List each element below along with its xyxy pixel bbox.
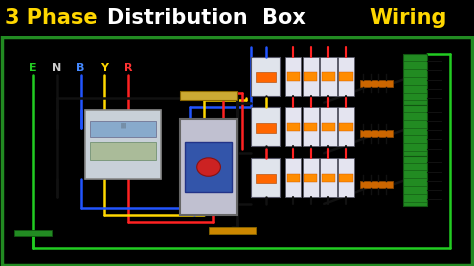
Bar	[320, 107, 337, 146]
Bar	[338, 57, 354, 96]
Bar	[338, 158, 354, 197]
Bar	[360, 181, 393, 188]
Text: B: B	[76, 63, 85, 73]
Bar	[285, 107, 301, 146]
Bar	[339, 72, 353, 81]
Bar	[303, 107, 319, 146]
Bar	[322, 123, 335, 131]
Bar	[360, 130, 393, 137]
Bar	[285, 57, 301, 96]
Bar	[403, 156, 427, 206]
Bar	[256, 72, 276, 82]
Bar	[85, 110, 161, 178]
Bar	[304, 173, 318, 182]
Bar	[303, 57, 319, 96]
Bar	[14, 230, 52, 236]
Bar	[360, 80, 393, 86]
Bar	[320, 158, 337, 197]
Bar	[256, 123, 276, 133]
Bar	[339, 123, 353, 131]
Ellipse shape	[197, 158, 220, 176]
Bar	[287, 72, 300, 81]
Bar	[90, 142, 156, 160]
Bar	[303, 158, 319, 197]
Bar	[287, 123, 300, 131]
Bar	[339, 173, 353, 182]
Bar	[185, 142, 232, 192]
Bar	[403, 54, 427, 105]
Bar	[322, 173, 335, 182]
Text: R: R	[124, 63, 132, 73]
Text: N: N	[52, 63, 62, 73]
Text: E: E	[29, 63, 37, 73]
Text: Distribution  Box: Distribution Box	[107, 8, 306, 28]
Text: 3 Phase: 3 Phase	[5, 8, 97, 28]
Text: Y: Y	[100, 63, 108, 73]
Bar	[304, 123, 318, 131]
Bar	[322, 72, 335, 81]
Bar	[251, 57, 281, 96]
Bar	[304, 72, 318, 81]
Bar	[180, 119, 237, 215]
Bar	[338, 107, 354, 146]
Bar	[287, 173, 300, 182]
Text: |||: |||	[120, 123, 126, 128]
Bar	[90, 121, 156, 137]
Bar	[180, 91, 237, 100]
Bar	[403, 105, 427, 156]
Text: Wiring: Wiring	[370, 8, 447, 28]
Bar	[251, 107, 281, 146]
Bar	[320, 57, 337, 96]
Bar	[209, 227, 256, 234]
Bar	[251, 158, 281, 197]
Bar	[285, 158, 301, 197]
Bar	[256, 173, 276, 183]
